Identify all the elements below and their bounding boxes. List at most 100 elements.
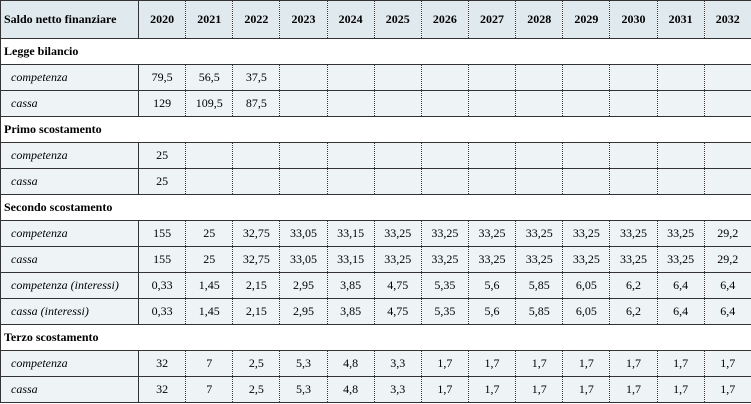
empty-cell [420,64,469,91]
row-label: cassa [0,90,139,117]
section-row: Secondo scostamento [0,194,751,221]
empty-cell [467,64,516,91]
value-cell: 29,2 [703,220,751,247]
value-cell: 87,5 [232,90,280,117]
row-label: competenza [0,142,139,169]
value-cell: 33,25 [656,220,705,247]
empty-cell [373,168,422,195]
value-cell: 155 [137,246,186,273]
data-row: competenza 32 7 2,5 5,3 4,8 3,3 1,7 1,7 1,7 1,7 1,7… [0,350,751,377]
empty-cell [656,142,705,169]
value-cell: 5,3 [279,350,328,377]
empty-cell [373,90,422,117]
row-label: competenza [0,64,139,91]
value-cell: 32 [137,376,186,403]
value-cell: 1,45 [185,298,233,325]
year-header: 2024 [326,0,375,39]
value-cell: 3,3 [373,376,422,403]
data-row: competenza (interessi) 0,33 1,45 2,15 2,95 3,… [0,272,751,299]
value-cell: 7 [185,350,233,377]
value-cell: 56,5 [185,64,233,91]
row-label: cassa [0,246,139,273]
data-row: competenza 79,5 56,5 37,5 [0,64,751,91]
row-label: competenza (interessi) [0,272,139,299]
empty-cell [326,64,375,91]
empty-cell [232,168,280,195]
data-row: competenza 155 25 32,75 33,05 33,15 33,25 33,25… [0,220,751,247]
value-cell: 6,4 [703,298,751,325]
value-cell: 2,5 [232,376,280,403]
row-label: cassa [0,376,139,403]
empty-cell [656,90,705,117]
value-cell: 33,15 [326,220,375,247]
value-cell: 33,25 [467,220,516,247]
value-cell: 2,5 [232,350,280,377]
value-cell: 1,7 [467,350,516,377]
value-cell: 33,05 [279,246,328,273]
value-cell: 33,25 [656,246,705,273]
value-cell: 1,7 [515,376,563,403]
value-cell: 5,85 [515,298,563,325]
empty-cell [562,168,610,195]
empty-cell [279,168,328,195]
empty-cell [609,168,658,195]
value-cell: 1,7 [562,350,610,377]
empty-cell [185,168,233,195]
year-header: 2021 [185,0,233,39]
data-row: cassa 32 7 2,5 5,3 4,8 3,3 1,7 1,7 1,7 1,7 1,7 1,7 1,… [0,376,751,403]
value-cell: 33,25 [467,246,516,273]
empty-cell [279,64,328,91]
empty-cell [703,90,751,117]
value-cell: 32 [137,350,186,377]
value-cell: 1,7 [420,350,469,377]
empty-cell [562,90,610,117]
empty-cell [562,142,610,169]
data-row: cassa 25 [0,168,751,195]
empty-cell [279,142,328,169]
value-cell: 25 [185,246,233,273]
empty-cell [562,64,610,91]
empty-cell [609,90,658,117]
value-cell: 6,05 [562,298,610,325]
value-cell: 129 [137,90,186,117]
value-cell: 2,95 [279,272,328,299]
value-cell: 25 [137,142,186,169]
value-cell: 4,8 [326,376,375,403]
empty-cell [467,90,516,117]
value-cell: 5,3 [279,376,328,403]
year-header: 2032 [703,0,751,39]
value-cell: 37,5 [232,64,280,91]
year-header: 2029 [562,0,610,39]
value-cell: 5,35 [420,298,469,325]
value-cell: 7 [185,376,233,403]
value-cell: 25 [185,220,233,247]
value-cell: 33,25 [373,246,422,273]
value-cell: 32,75 [232,220,280,247]
empty-cell [656,64,705,91]
empty-cell [515,90,563,117]
value-cell: 6,4 [656,298,705,325]
value-cell: 33,25 [515,220,563,247]
value-cell: 1,7 [703,350,751,377]
value-cell: 6,4 [703,272,751,299]
year-header: 2026 [420,0,469,39]
row-label: cassa (interessi) [0,298,139,325]
empty-cell [515,64,563,91]
data-row: cassa 155 25 32,75 33,05 33,15 33,25 33,25 33,25… [0,246,751,273]
value-cell: 3,85 [326,272,375,299]
year-header: 2025 [373,0,422,39]
value-cell: 3,3 [373,350,422,377]
value-cell: 33,15 [326,246,375,273]
year-header: 2020 [137,0,186,39]
value-cell: 4,75 [373,298,422,325]
value-cell: 5,6 [467,272,516,299]
value-cell: 32,75 [232,246,280,273]
value-cell: 1,7 [703,376,751,403]
year-header: 2030 [609,0,658,39]
section-row: Terzo scostamento [0,324,751,351]
header-row: Saldo netto finanziare 2020 2021 2022 2023 20… [0,0,751,39]
empty-cell [656,168,705,195]
empty-cell [515,168,563,195]
empty-cell [279,90,328,117]
